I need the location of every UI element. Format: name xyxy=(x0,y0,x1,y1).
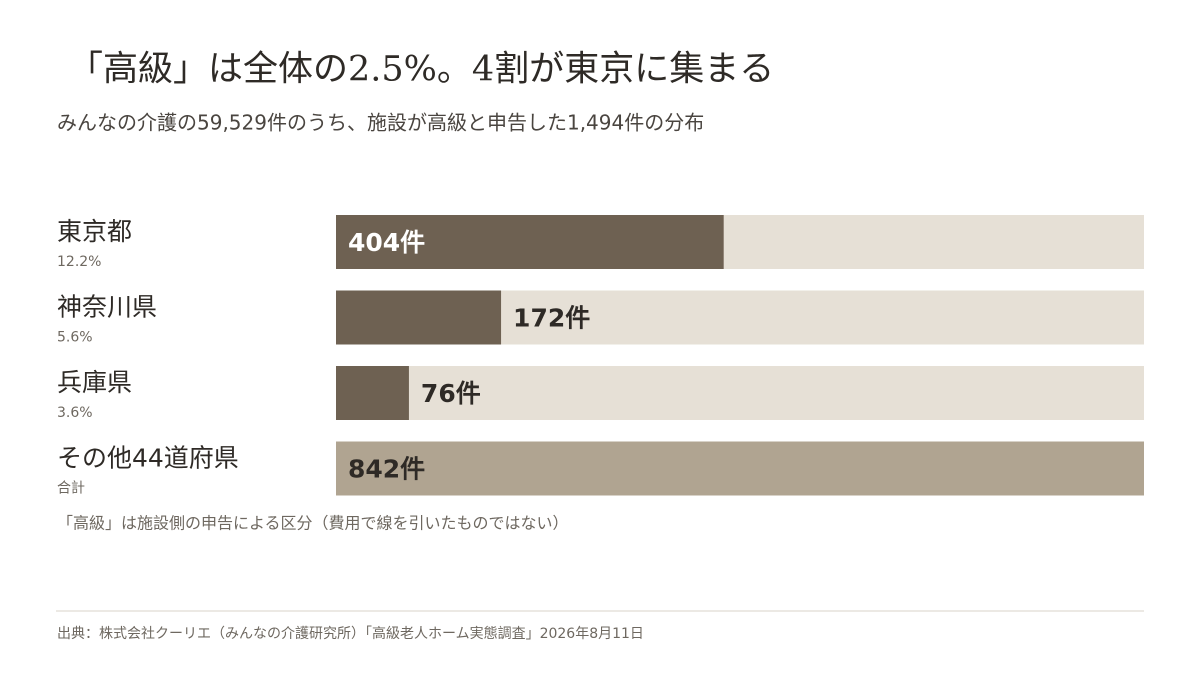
category-label: 神奈川県 xyxy=(57,293,157,322)
bar-track xyxy=(336,366,1144,420)
value-label: 842件 xyxy=(348,455,425,484)
category-note: 3.6% xyxy=(57,405,93,421)
bar xyxy=(336,441,1144,496)
note: 「高級」は施設側の申告による区分（費用で線を引いたものではない） xyxy=(57,514,569,533)
chart-subtitle: みんなの介護の59,529件のうち、施設が高級と申告した1,494件の分布 xyxy=(57,111,704,135)
value-label: 172件 xyxy=(513,304,590,333)
category-note: 5.6% xyxy=(57,330,93,346)
category-note: 合計 xyxy=(57,481,85,497)
source: 出典：株式会社クーリエ（みんなの介護研究所）「高級老人ホーム実態調査」2026年… xyxy=(57,625,644,642)
value-label: 76件 xyxy=(421,379,481,408)
value-label: 404件 xyxy=(348,228,425,257)
category-label: その他44道府県 xyxy=(57,444,239,473)
bar xyxy=(336,366,409,420)
category-label: 兵庫県 xyxy=(57,368,132,397)
category-label: 東京都 xyxy=(57,217,132,246)
category-note: 12.2% xyxy=(57,254,101,270)
chart-title: 「高級」は全体の2.5%。4割が東京に集まる xyxy=(68,50,774,90)
bar xyxy=(336,290,502,345)
bar xyxy=(336,215,724,269)
